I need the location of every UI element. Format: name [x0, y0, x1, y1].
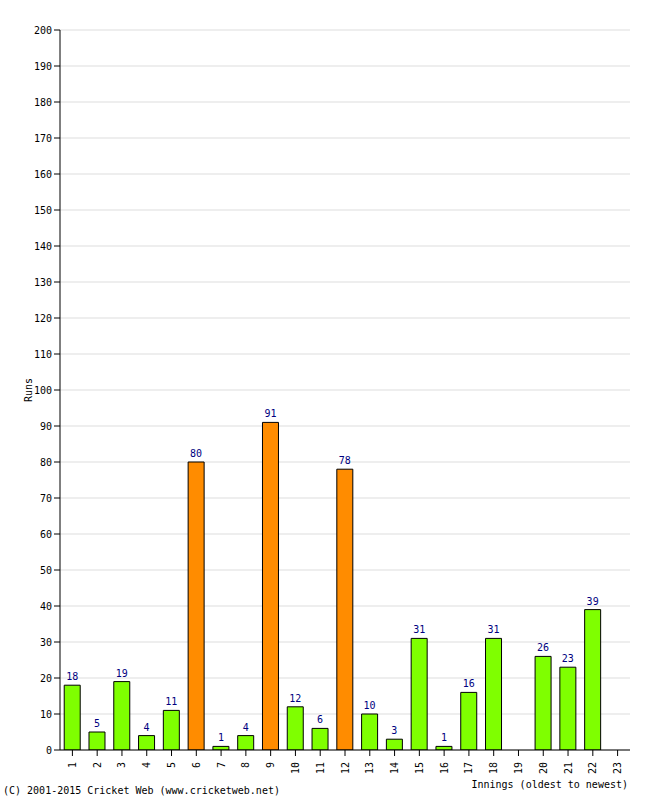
- svg-text:31: 31: [413, 624, 425, 635]
- svg-text:6: 6: [191, 762, 202, 768]
- svg-text:4: 4: [141, 762, 152, 768]
- svg-text:130: 130: [34, 277, 52, 288]
- svg-text:5: 5: [94, 718, 100, 729]
- svg-text:100: 100: [34, 385, 52, 396]
- svg-text:18: 18: [488, 762, 499, 774]
- svg-text:7: 7: [216, 762, 227, 768]
- svg-text:80: 80: [40, 457, 52, 468]
- svg-text:19: 19: [513, 762, 524, 774]
- svg-text:2: 2: [92, 762, 103, 768]
- svg-text:10: 10: [40, 709, 52, 720]
- svg-text:10: 10: [290, 762, 301, 774]
- svg-text:80: 80: [190, 448, 202, 459]
- svg-text:5: 5: [166, 762, 177, 768]
- svg-text:11: 11: [165, 696, 177, 707]
- svg-text:8: 8: [240, 762, 251, 768]
- svg-text:17: 17: [463, 762, 474, 774]
- svg-text:40: 40: [40, 601, 52, 612]
- svg-text:16: 16: [463, 678, 475, 689]
- svg-text:21: 21: [563, 762, 574, 774]
- svg-text:22: 22: [587, 762, 598, 774]
- svg-text:0: 0: [46, 745, 52, 756]
- svg-text:150: 150: [34, 205, 52, 216]
- svg-text:1: 1: [67, 762, 78, 768]
- html-text:(C) 2001-2015 Cricket Web (www: (C) 2001-2015 Cricket Web (www.cricketwe…: [3, 785, 280, 796]
- svg-text:3: 3: [116, 762, 127, 768]
- svg-text:160: 160: [34, 169, 52, 180]
- svg-text:200: 200: [34, 25, 52, 36]
- svg-text:20: 20: [40, 673, 52, 684]
- svg-text:30: 30: [40, 637, 52, 648]
- svg-text:120: 120: [34, 313, 52, 324]
- svg-text:12: 12: [340, 762, 351, 774]
- svg-text:1: 1: [441, 732, 447, 743]
- svg-text:170: 170: [34, 133, 52, 144]
- svg-text:23: 23: [562, 653, 574, 664]
- svg-text:4: 4: [144, 722, 150, 733]
- svg-text:15: 15: [414, 762, 425, 774]
- svg-text:10: 10: [364, 700, 376, 711]
- svg-text:6: 6: [317, 714, 323, 725]
- svg-text:60: 60: [40, 529, 52, 540]
- svg-text:140: 140: [34, 241, 52, 252]
- svg-text:Innings (oldest to newest): Innings (oldest to newest): [471, 779, 628, 790]
- svg-text:91: 91: [264, 408, 276, 419]
- svg-text:4: 4: [243, 722, 249, 733]
- svg-text:31: 31: [487, 624, 499, 635]
- svg-text:90: 90: [40, 421, 52, 432]
- svg-text:18: 18: [66, 671, 78, 682]
- svg-text:20: 20: [538, 762, 549, 774]
- svg-text:26: 26: [537, 642, 549, 653]
- svg-text:16: 16: [439, 762, 450, 774]
- svg-text:9: 9: [265, 762, 276, 768]
- svg-text:110: 110: [34, 349, 52, 360]
- svg-text:3: 3: [391, 725, 397, 736]
- svg-text:14: 14: [389, 762, 400, 774]
- svg-text:39: 39: [587, 596, 599, 607]
- svg-text:78: 78: [339, 455, 351, 466]
- svg-text:70: 70: [40, 493, 52, 504]
- svg-text:1: 1: [218, 732, 224, 743]
- svg-text:190: 190: [34, 61, 52, 72]
- svg-text:19: 19: [116, 668, 128, 679]
- svg-text:Runs: Runs: [23, 378, 34, 402]
- svg-text:50: 50: [40, 565, 52, 576]
- svg-text:23: 23: [612, 762, 623, 774]
- svg-text:12: 12: [289, 693, 301, 704]
- svg-text:11: 11: [315, 762, 326, 774]
- svg-text:180: 180: [34, 97, 52, 108]
- svg-text:13: 13: [364, 762, 375, 774]
